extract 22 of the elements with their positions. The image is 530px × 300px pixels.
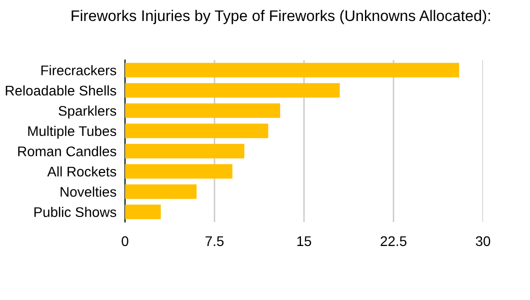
bar [125, 204, 161, 220]
y-tick-label: Firecrackers [41, 65, 116, 76]
bar [125, 83, 340, 98]
x-tick-label: 22.5 [380, 236, 406, 246]
bar [125, 164, 232, 179]
y-tick-label: Multiple Tubes [28, 126, 116, 139]
y-tick-label: Public Shows [34, 206, 116, 218]
y-tick-label: Roman Candles [18, 146, 116, 156]
y-tick-label: Sparklers [58, 106, 116, 119]
bar [125, 124, 268, 138]
y-tick-label: Reloadable Shells [6, 85, 116, 96]
x-tick-label: 7.5 [206, 236, 224, 246]
bar [125, 62, 460, 78]
x-tick-label: 30 [476, 236, 490, 246]
x-tick-label: 15 [297, 236, 312, 246]
y-tick-label: Novelties [60, 186, 116, 197]
bar [125, 184, 197, 199]
bar [125, 103, 280, 118]
y-tick-label: All Rockets [47, 166, 116, 177]
x-tick-label: 0 [122, 236, 128, 246]
chart-title: Fireworks Injuries by Type of Fireworks (Unknowns Allocated): [72, 10, 490, 24]
bar [125, 144, 244, 158]
